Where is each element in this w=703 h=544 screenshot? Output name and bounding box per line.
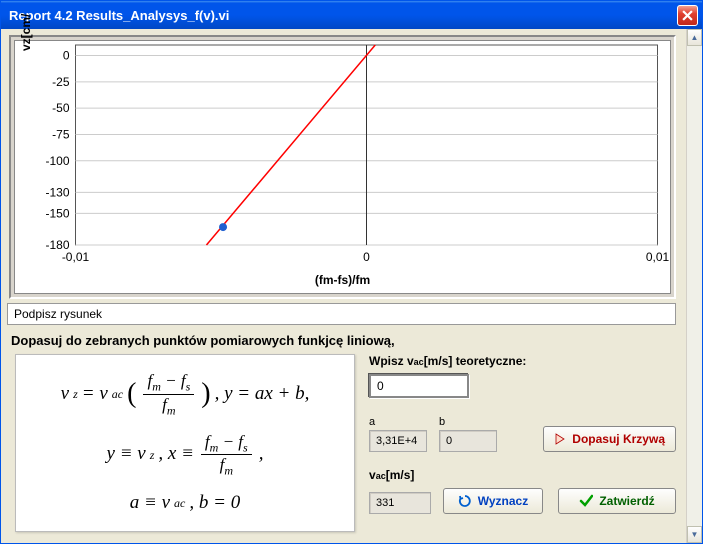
chart-frame: vz[cm/ 0-25-50-75-100-130-150-180-0,0100… [9,35,676,299]
b-label: b [439,416,497,428]
rparen: ) [201,377,210,411]
controls-column: Wpisz vac[m/s] teoretyczne: 0 a 3,31E+4 … [369,354,676,532]
confirm-button[interactable]: Zatwierdź [558,488,676,514]
check-icon [579,494,593,508]
chart-plot: 0-25-50-75-100-130-150-180-0,0100,01 [15,41,670,271]
fns1: m [152,379,161,393]
app-window: Report 4.2 Results_Analysys_f(v).vi ▲ ▼ … [0,0,703,544]
scroll-down-arrow[interactable]: ▼ [687,526,702,543]
scroll-up-arrow[interactable]: ▲ [687,29,702,46]
frac2: fm − fs fm [201,432,252,479]
play-icon [554,433,566,445]
vac-value: 331 [369,492,431,514]
calc-button[interactable]: Wyznacz [443,488,543,514]
fmin: − f [161,371,186,390]
calc-label: Wyznacz [478,494,528,508]
svg-text:0: 0 [363,250,370,264]
teor-input[interactable]: 0 [369,374,469,398]
svg-text:-150: -150 [45,206,69,220]
g4: s [243,440,248,454]
teor-label: Wpisz vac[m/s] teoretyczne: [369,354,676,368]
svg-text:-50: -50 [52,101,70,115]
svg-text:-0,01: -0,01 [62,250,90,264]
close-icon [682,10,693,21]
f2post: , [259,443,264,466]
ab-row: a 3,31E+4 b 0 Dopasuj Krzywą [369,416,676,452]
formula-line3: a ≡ v ac , b = 0 [130,492,240,515]
f3b: , b = 0 [189,492,240,515]
svg-text:0: 0 [63,49,70,63]
g3: − f [218,432,243,451]
fns2: s [186,379,191,393]
caption-input[interactable]: Podpisz rysunek [7,303,676,325]
f1eq: = v [82,383,108,406]
f2mid: , x ≡ [158,443,194,466]
instruction-text: Dopasuj do zebranych punktów pomiarowych… [11,333,692,348]
svg-text:0,01: 0,01 [646,250,670,264]
formula-line1: vz = v ac ( fm − fs fm ) , y = ax + b, [61,371,310,418]
content-area: ▲ ▼ vz[cm/ 0-25-50-75-100-130-150-180-0,… [1,29,702,543]
svg-text:-75: -75 [52,127,70,141]
a-label: a [369,416,427,428]
f1s1: z [73,387,78,401]
chart-panel: vz[cm/ 0-25-50-75-100-130-150-180-0,0100… [14,40,671,294]
refresh-icon [458,494,472,508]
svg-text:-100: -100 [45,154,69,168]
vertical-scrollbar[interactable]: ▲ ▼ [686,29,702,543]
frac1: fm − fs fm [143,371,194,418]
window-title: Report 4.2 Results_Analysys_f(v).vi [9,8,677,23]
titlebar: Report 4.2 Results_Analysys_f(v).vi [1,1,702,29]
g6: m [224,464,233,478]
vac-label: vac[m/s] [369,468,676,482]
fit-label: Dopasuj Krzywą [572,432,665,446]
vac-row: 331 Wyznacz Zatwierdź [369,488,676,514]
b-value: 0 [439,430,497,452]
lparen: ( [127,377,136,411]
f1l: v [61,383,69,406]
formula-line2: y ≡ v z , x ≡ fm − fs fm , [107,432,264,479]
svg-text:-130: -130 [45,185,69,199]
bottom-area: vz = vac ( fm − fs fm ) , y = ax + b, y … [15,354,676,532]
fit-curve-button[interactable]: Dopasuj Krzywą [543,426,676,452]
confirm-label: Zatwierdź [599,494,654,508]
close-button[interactable] [677,5,698,26]
fds1: m [167,403,176,417]
scroll-track[interactable] [687,46,702,526]
f2s1: z [150,448,155,462]
a-value: 3,31E+4 [369,430,427,452]
chart-ylabel: vz[cm/ [19,14,33,51]
svg-text:-25: -25 [52,75,70,89]
f3s: ac [174,496,185,510]
f2pre: y ≡ v [107,443,146,466]
f3a: a ≡ v [130,492,170,515]
chart-xlabel: (fm-fs)/fm [15,271,670,293]
f1s2: ac [112,387,123,401]
f1r: , y = ax + b, [215,383,310,406]
formula-box: vz = vac ( fm − fs fm ) , y = ax + b, y … [15,354,355,532]
